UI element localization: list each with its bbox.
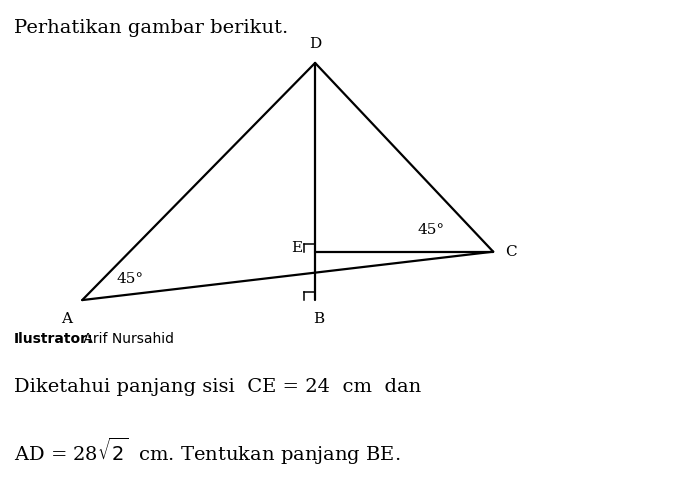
Text: 45°: 45° — [116, 272, 144, 286]
Text: D: D — [309, 37, 321, 51]
Text: Ilustrator:: Ilustrator: — [14, 332, 93, 346]
Text: Arif Nursahid: Arif Nursahid — [79, 332, 174, 346]
Text: Perhatikan gambar berikut.: Perhatikan gambar berikut. — [14, 19, 288, 37]
Text: Diketahui panjang sisi  CE = 24  cm  dan: Diketahui panjang sisi CE = 24 cm dan — [14, 378, 421, 395]
Text: E: E — [292, 241, 303, 255]
Text: 45°: 45° — [418, 223, 445, 237]
Text: B: B — [313, 312, 324, 326]
Text: AD = 28$\sqrt{2}$  cm. Tentukan panjang BE.: AD = 28$\sqrt{2}$ cm. Tentukan panjang B… — [14, 436, 400, 467]
Text: C: C — [506, 245, 517, 258]
Text: A: A — [61, 312, 72, 326]
